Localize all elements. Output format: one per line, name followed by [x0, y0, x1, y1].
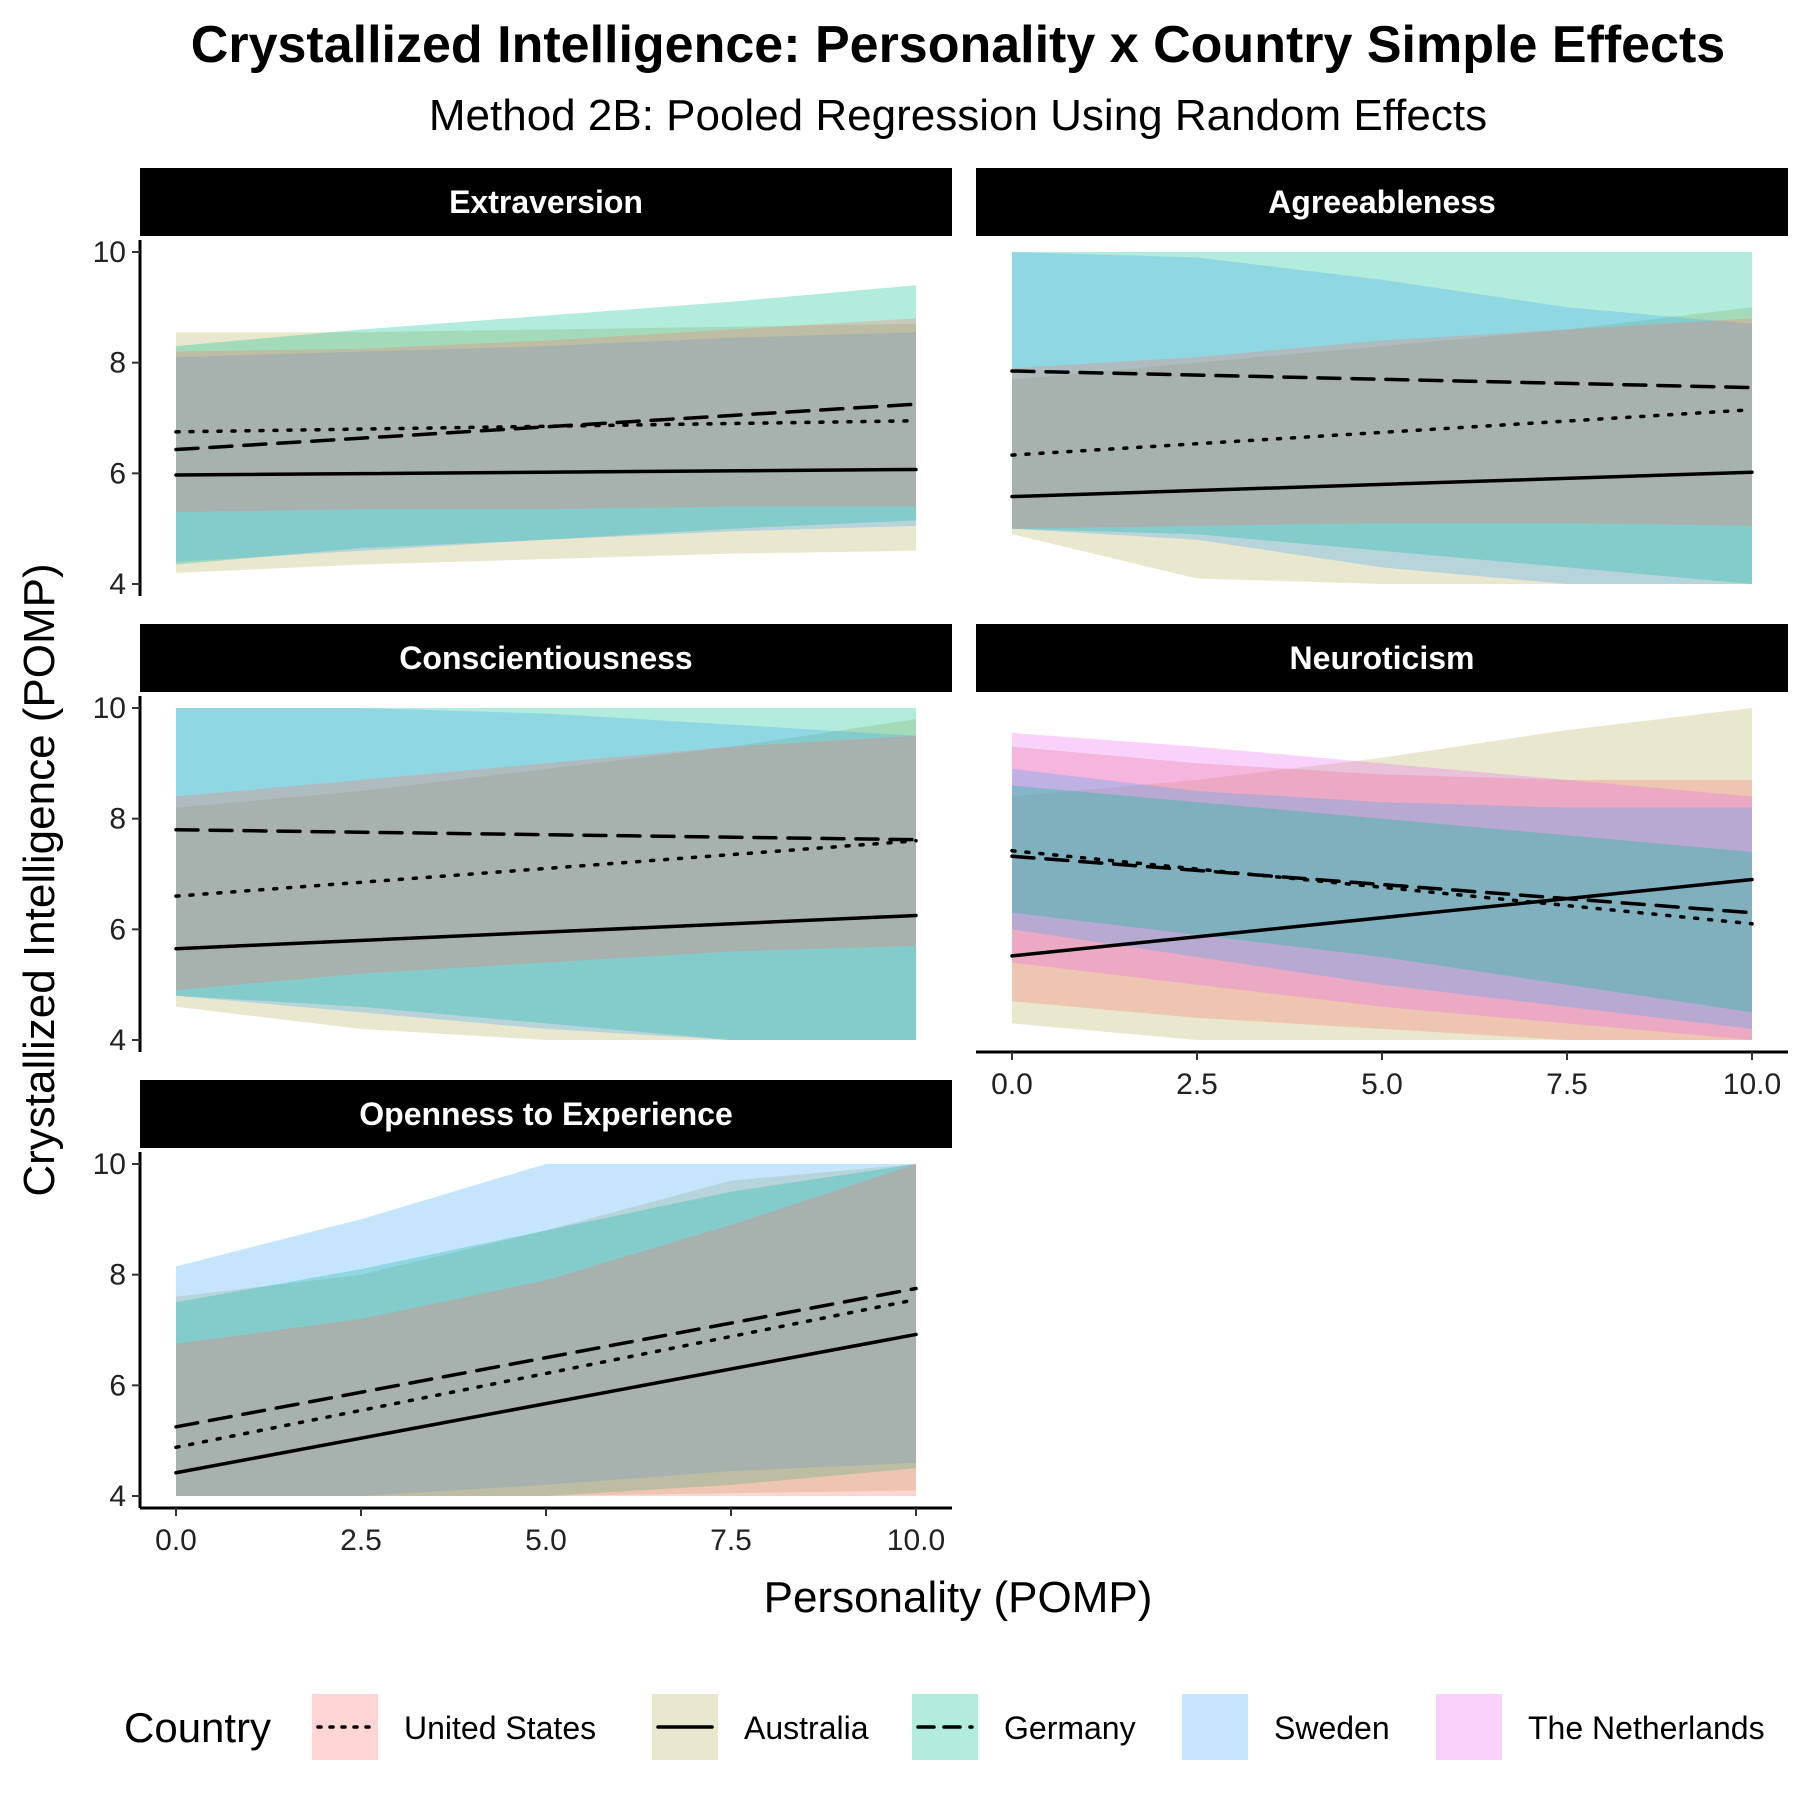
x-tick-label: 5.0	[1361, 1068, 1403, 1101]
legend-label: Germany	[1004, 1710, 1136, 1746]
ribbon-united-states	[1012, 318, 1752, 529]
line-germany	[174, 402, 918, 452]
x-axis-title: Personality (POMP)	[764, 1573, 1153, 1622]
legend-item-germany: Germany	[912, 1694, 1136, 1760]
ribbon-australia	[1012, 708, 1752, 1040]
facet-panels: Extraversion 4 6 8 10 Agreeableness Conscienti…	[93, 168, 1788, 1557]
ribbon-germany	[176, 1164, 916, 1496]
y-tick-label: 4	[109, 1480, 126, 1513]
ribbon-sweden	[176, 708, 916, 1040]
y-tick-label: 4	[109, 1024, 126, 1057]
strip-label: Extraversion	[449, 184, 643, 220]
panel-agreeableness: Agreeableness	[976, 168, 1788, 584]
strip-extraversion	[140, 168, 952, 236]
line-united-states	[174, 419, 918, 434]
strip-agreeableness	[976, 168, 1788, 236]
legend-key-sweden	[1182, 1694, 1248, 1760]
line-australia	[174, 1332, 918, 1475]
ribbon-sweden	[1012, 252, 1752, 584]
ribbon-the-netherlands	[1012, 732, 1752, 1040]
line-germany	[174, 827, 918, 842]
line-united-states	[1010, 849, 1754, 926]
line-united-states	[1010, 407, 1754, 457]
y-tick-label: 8	[109, 347, 126, 380]
strip-openness-to-experience	[140, 1080, 952, 1148]
ribbon-germany	[176, 708, 916, 1040]
ribbon-united-states	[176, 318, 916, 513]
x-tick-label: 5.0	[525, 1524, 567, 1557]
legend-label: The Netherlands	[1528, 1710, 1765, 1746]
ribbon-germany	[176, 285, 916, 565]
ribbon-united-states	[176, 735, 916, 991]
panel-openness-to-experience: Openness to Experience 4 6 8 10 0.0 2.5 5.0 7.5 1…	[93, 1080, 952, 1557]
x-tick-label: 7.5	[710, 1524, 752, 1557]
legend-title: Country	[124, 1704, 271, 1751]
strip-neuroticism	[976, 624, 1788, 692]
ribbon-australia	[176, 1164, 916, 1496]
panel-extraversion: Extraversion 4 6 8 10	[93, 168, 952, 601]
strip-label: Neuroticism	[1290, 640, 1475, 676]
ribbon-australia	[176, 719, 916, 1040]
panel-neuroticism: Neuroticism 0.0 2.5 5.0 7.5 10.0	[976, 624, 1788, 1101]
legend-label: Sweden	[1274, 1710, 1390, 1746]
legend-key-the-netherlands	[1436, 1694, 1502, 1760]
ribbon-germany	[1012, 252, 1752, 584]
x-tick-label: 10.0	[887, 1524, 945, 1557]
strip-label: Openness to Experience	[359, 1096, 732, 1132]
ribbon-australia	[176, 323, 916, 573]
ribbon-sweden	[176, 332, 916, 562]
x-tick-label: 0.0	[991, 1068, 1033, 1101]
x-tick-label: 0.0	[155, 1524, 197, 1557]
line-united-states	[174, 1297, 918, 1450]
y-tick-label: 8	[109, 1259, 126, 1292]
panel-conscientiousness: Conscientiousness 4 6 8 10	[93, 624, 952, 1057]
strip-label: Agreeableness	[1268, 184, 1496, 220]
y-tick-label: 4	[109, 568, 126, 601]
legend-item-sweden: Sweden	[1182, 1694, 1390, 1760]
y-tick-label: 6	[109, 913, 126, 946]
y-axis-title: Crystallized Intelligence (POMP)	[15, 563, 64, 1196]
strip-label: Conscientiousness	[399, 640, 692, 676]
ribbon-germany	[1012, 785, 1752, 1013]
y-tick-label: 6	[109, 457, 126, 490]
y-tick-label: 10	[93, 1148, 126, 1181]
legend-label: United States	[404, 1710, 596, 1746]
line-australia	[174, 467, 918, 477]
legend-item-australia: Australia	[652, 1694, 869, 1760]
line-germany	[174, 1286, 918, 1429]
ribbon-united-states	[176, 1164, 916, 1496]
y-tick-label: 8	[109, 803, 126, 836]
line-australia	[174, 913, 918, 951]
line-united-states	[174, 839, 918, 898]
legend: Country United States Australia Germany Swed…	[124, 1694, 1765, 1760]
y-tick-label: 10	[93, 692, 126, 725]
x-tick-label: 10.0	[1723, 1068, 1781, 1101]
x-tick-label: 2.5	[340, 1524, 382, 1557]
ribbon-united-states	[1012, 746, 1752, 1040]
line-australia	[1010, 470, 1754, 499]
strip-conscientiousness	[140, 624, 952, 692]
ribbon-sweden	[176, 1164, 916, 1496]
chart-title: Crystallized Intelligence: Personality x…	[191, 16, 1725, 74]
line-germany	[1010, 369, 1754, 390]
legend-item-the-netherlands: The Netherlands	[1436, 1694, 1765, 1760]
chart-subtitle: Method 2B: Pooled Regression Using Rando…	[429, 91, 1487, 140]
x-tick-label: 2.5	[1176, 1068, 1218, 1101]
line-australia	[1010, 877, 1754, 958]
y-tick-label: 10	[93, 236, 126, 269]
ribbon-sweden	[1012, 768, 1752, 1029]
legend-item-united-states: United States	[312, 1694, 596, 1760]
line-germany	[1010, 854, 1754, 915]
x-tick-label: 7.5	[1546, 1068, 1588, 1101]
legend-label: Australia	[744, 1710, 869, 1746]
y-tick-label: 6	[109, 1369, 126, 1402]
